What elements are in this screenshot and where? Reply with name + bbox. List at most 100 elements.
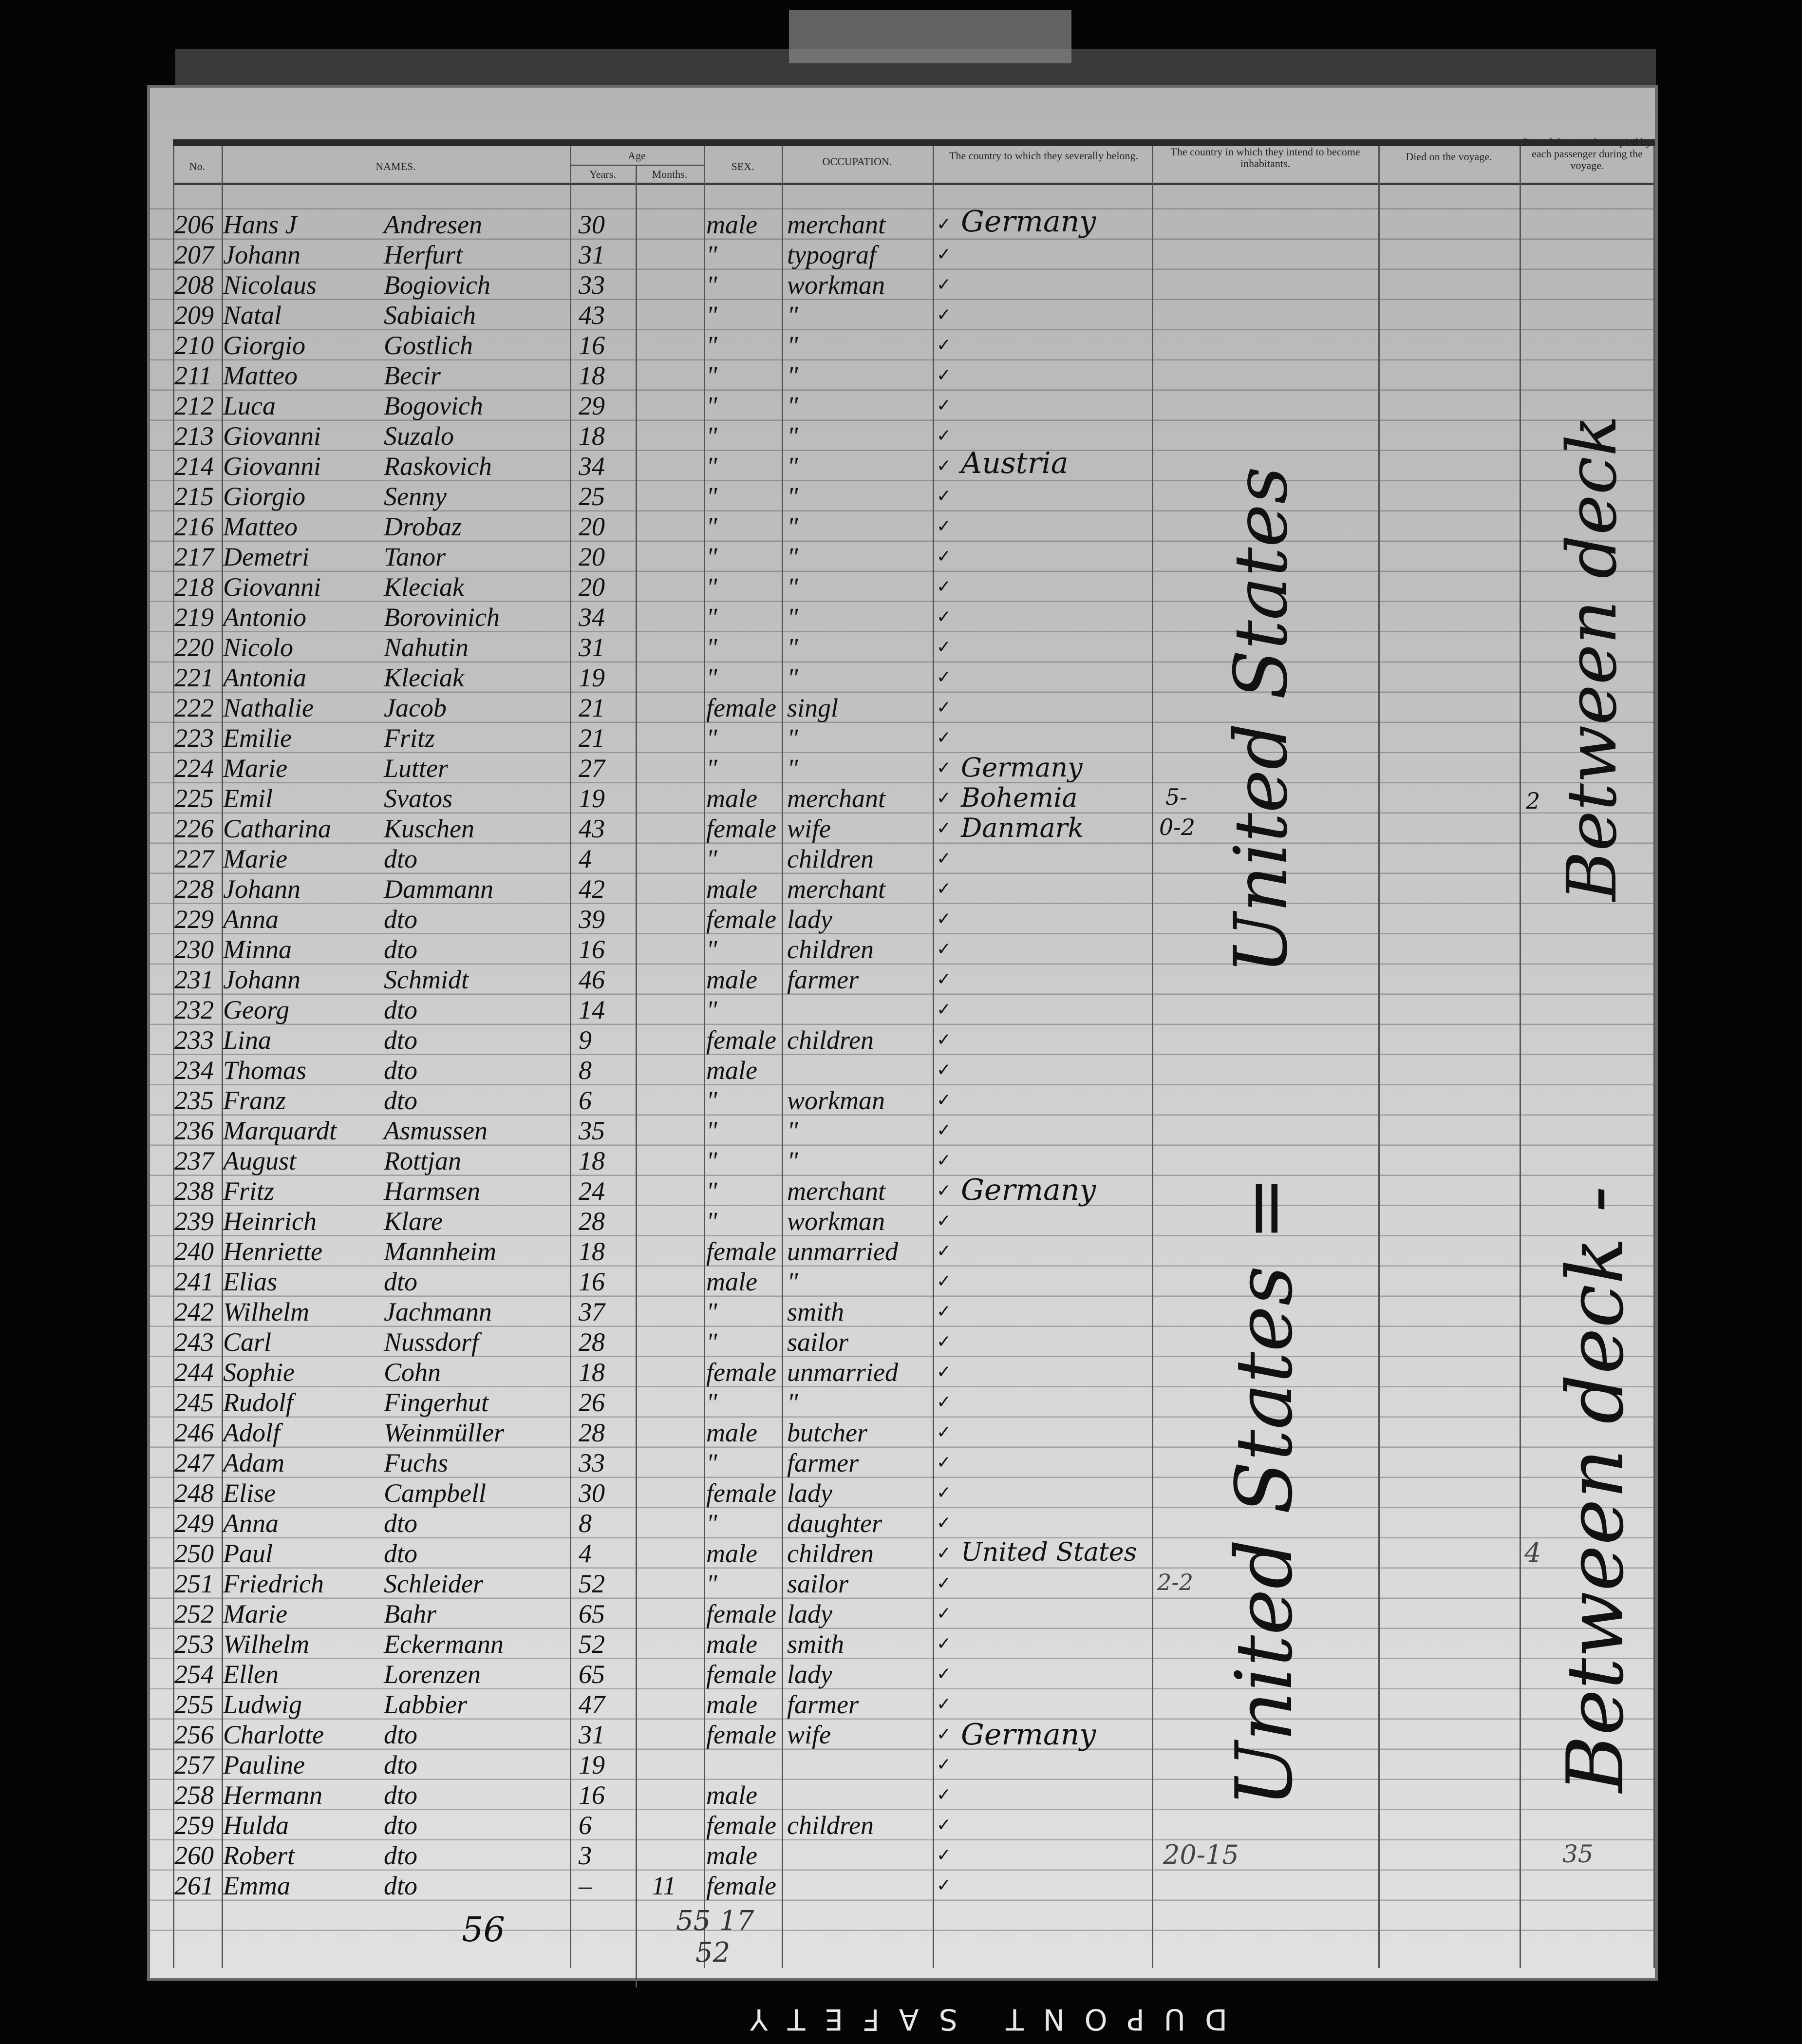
cell-no: 216 [174,512,214,541]
cell-occupation: workman [787,1086,885,1115]
cell-years: 27 [579,754,605,783]
cell-sex: " [706,452,717,481]
cell-first: Emilie [223,723,292,753]
country-united-states: United States [961,1538,1137,1567]
cell-sex: " [706,1448,717,1477]
cell-last: Klare [384,1207,443,1236]
country-austria: Austria [961,446,1069,480]
cell-sex: " [706,1207,717,1236]
cell-years: 29 [579,391,605,420]
column-divider [782,146,783,1968]
cell-sex: " [706,421,717,451]
cell-no: 213 [174,421,214,451]
cell-first: Marquardt [223,1116,337,1145]
cell-last: dto [384,905,418,934]
cell-last: Schleider [384,1569,483,1598]
cell-last: Bahr [384,1599,436,1628]
ruled-lines [150,179,1655,1933]
cell-years: 20 [579,542,605,571]
cell-no: 217 [174,542,214,571]
cell-years: 6 [579,1086,592,1115]
column-divider [704,146,705,1968]
cell-first: Catharina [223,814,332,843]
check-mark-icon: ✓ [937,1513,952,1533]
header-sex: SEX. [731,160,754,172]
cell-first: Hulda [223,1811,289,1840]
cell-last: Nahutin [384,633,469,662]
cell-no: 241 [174,1267,214,1296]
cell-no: 239 [174,1207,214,1236]
cell-occupation: workman [787,1207,885,1236]
cell-sex: male [706,784,757,813]
cell-no: 252 [174,1599,214,1628]
cell-sex: female [706,1358,776,1387]
cell-last: Sabiaich [384,301,476,330]
cell-last: Fingerhut [384,1388,488,1417]
check-mark-icon: ✓ [937,1332,952,1352]
cell-last: Lutter [384,754,449,783]
cell-last: Senny [384,482,447,511]
check-mark-icon: ✓ [937,516,952,536]
check-mark-icon: ✓ [937,305,952,325]
cell-sex: female [706,1478,776,1508]
column-divider [1378,146,1380,1968]
cell-no: 253 [174,1629,214,1659]
table-row: 242 Wilhelm Jachmann 37 " smith ✓ [150,1297,1655,1327]
cell-last: Drobaz [384,512,462,541]
header-died: Died on the voyage. [1406,151,1492,163]
cell-first: Georg [223,995,289,1024]
cell-no: 233 [174,1025,214,1055]
check-mark-icon: ✓ [937,1634,952,1654]
table-row: 212 Luca Bogovich 29 " " ✓ [150,391,1655,421]
cell-no: 228 [174,874,214,904]
cell-no: 248 [174,1478,214,1508]
cell-last: Kleciak [384,572,464,602]
inhabit-note-4: 20-15 [1163,1839,1239,1870]
cell-last: dto [384,1025,418,1055]
check-mark-icon: ✓ [937,1060,952,1080]
cell-first: Giovanni [223,452,321,481]
cell-years: 52 [579,1629,605,1659]
archive-stamp [789,10,1071,63]
cell-occupation: sailor [787,1569,849,1598]
cell-sex: male [706,210,757,239]
cell-sex: " [706,844,717,873]
cell-first: Emma [223,1871,290,1900]
vessel-between-deck-lower: Between deck - [1550,1186,1641,1793]
cell-last: Svatos [384,784,452,813]
column-divider [173,146,174,1968]
check-mark-icon: ✓ [937,667,952,687]
check-mark-icon: ✓ [937,909,952,929]
check-mark-icon: ✓ [937,426,952,446]
check-mark-icon: ✓ [937,939,952,959]
table-row: 254 Ellen Lorenzen 65 female lady ✓ [150,1659,1655,1689]
cell-years: 28 [579,1327,605,1357]
cell-years: 24 [579,1176,605,1206]
column-divider [1520,146,1521,1968]
cell-no: 221 [174,663,214,692]
cell-last: Weinmüller [384,1418,504,1447]
table-row: 247 Adam Fuchs 33 " farmer ✓ [150,1448,1655,1478]
cell-last: Fritz [384,723,435,753]
check-mark-icon: ✓ [937,1453,952,1473]
check-mark-icon: ✓ [937,1664,952,1684]
table-row: 228 Johann Dammann 42 male merchant ✓ [150,874,1655,904]
total-names: 56 [462,1910,506,1949]
cell-first: Demetri [223,542,309,571]
cell-sex: male [706,1418,757,1447]
cell-first: Emil [223,784,273,813]
check-mark-icon: ✓ [937,1181,952,1201]
cell-occupation: " [787,754,798,783]
cell-no: 207 [174,240,214,269]
column-divider [1653,146,1655,1968]
cell-occupation: typograf [787,240,876,269]
cell-occupation: " [787,331,798,360]
table-row: 213 Giovanni Suzalo 18 " " ✓ [150,421,1655,451]
cell-last: Becir [384,361,441,390]
cell-first: Lina [223,1025,272,1055]
cell-years: 3 [579,1841,592,1870]
country-danmark: Danmark [961,813,1084,843]
check-mark-icon: ✓ [937,758,952,778]
cell-first: Pauline [223,1750,305,1779]
cell-sex: " [706,482,717,511]
